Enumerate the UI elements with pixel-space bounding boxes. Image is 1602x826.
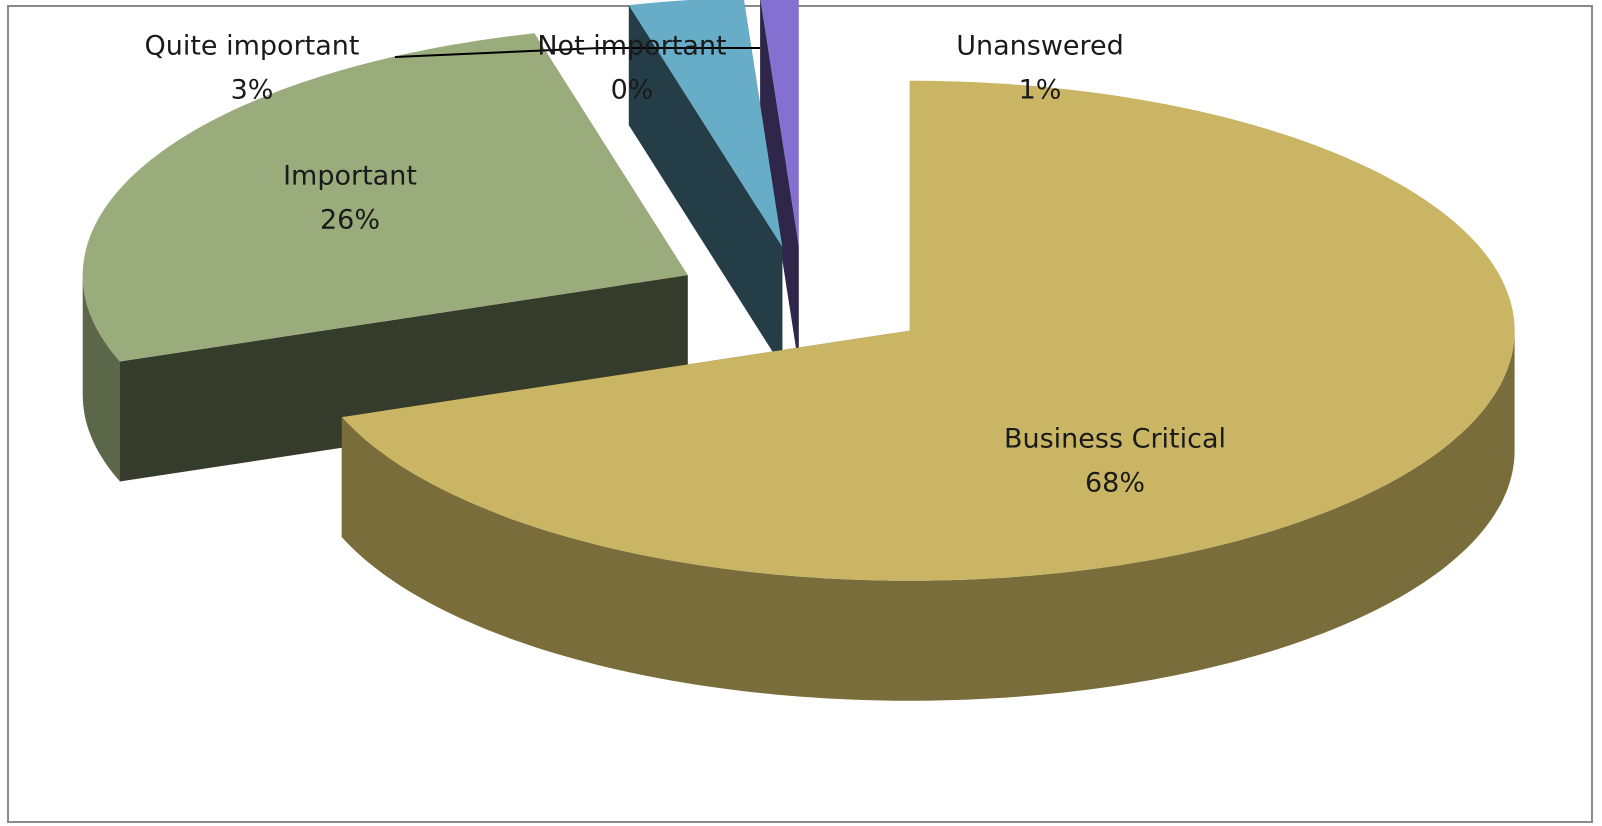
pie-slice [628,0,783,247]
side-wall [120,275,688,482]
category-label: Quite important [144,31,359,62]
category-label: Business Critical [1004,424,1226,455]
category-label: Not important [537,31,726,62]
value-label: 0% [611,75,654,106]
value-label: 26% [320,205,380,236]
value-label: 68% [1085,468,1145,499]
outer-wall [341,330,1515,701]
category-label: Unanswered [956,31,1124,62]
pie-slice [760,0,799,247]
value-label: 1% [1019,75,1062,106]
value-label: 3% [231,75,274,106]
leader-line [394,47,760,58]
pie-slice [341,80,1515,581]
labels: Business Critical 68% Important 26% Quite im… [144,31,1226,499]
side-wall [628,5,783,367]
pie-slice [82,33,688,362]
outer-wall [82,275,120,482]
category-label: Important [283,161,417,192]
tops [82,0,1515,581]
side-wall [760,0,799,367]
